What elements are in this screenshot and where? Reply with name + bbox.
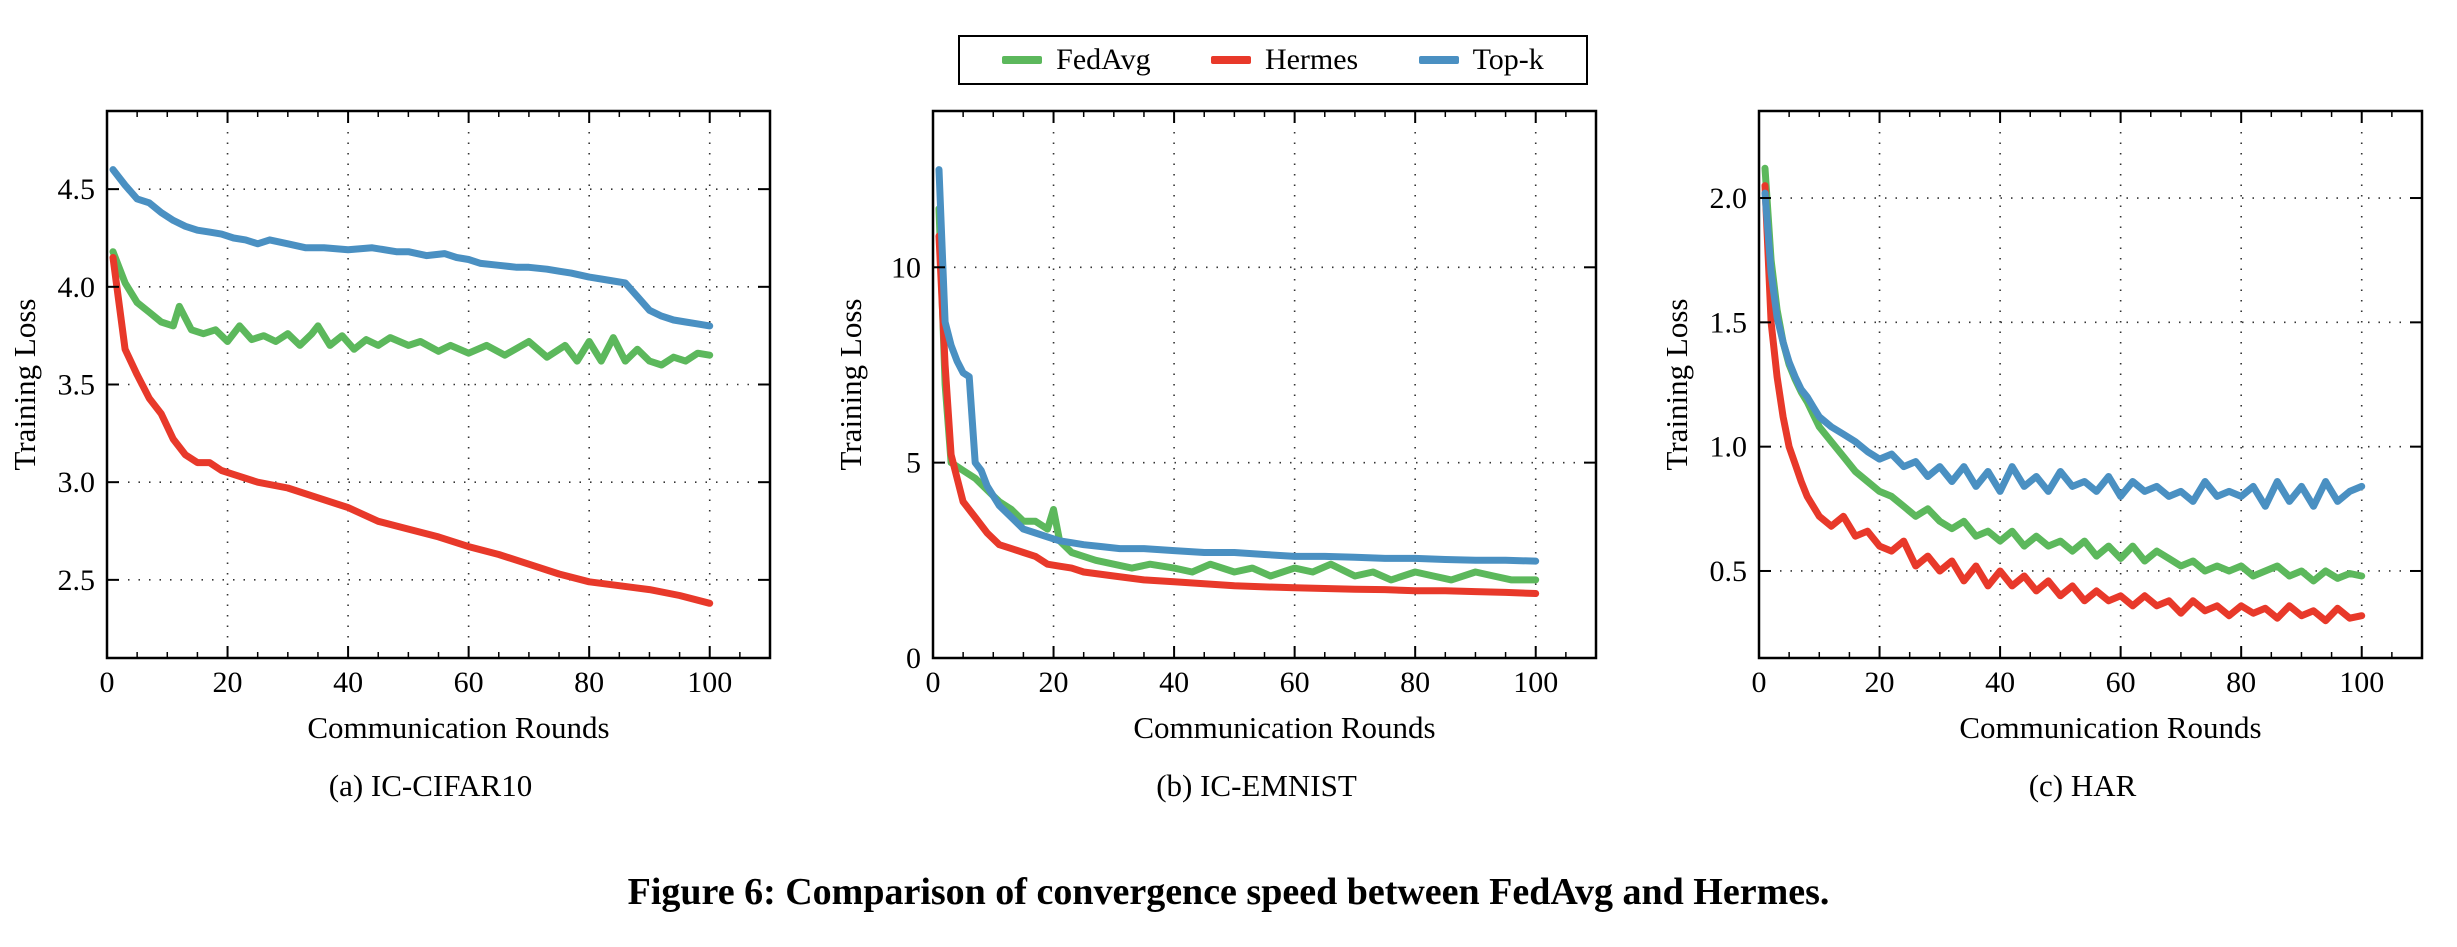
y-tick-label: 1.5 (1710, 306, 1748, 339)
legend-swatch-topk (1418, 56, 1459, 64)
series-line-hermes (935, 232, 1540, 597)
x-tick-label: 60 (1280, 666, 1310, 699)
y-axis-label: Training Loss (7, 299, 42, 471)
series-line-topk (935, 166, 1540, 565)
legend-entry-hermes: Hermes (1210, 43, 1359, 77)
y-axis-label: Training Loss (833, 299, 868, 471)
plot-frame (105, 109, 772, 660)
x-tick-label: 0 (1752, 666, 1767, 699)
legend-swatch-hermes (1210, 56, 1251, 64)
chart-panel-3: 0 20 40 60 80 100 0.5 1.0 1.5 2.0 Communication Ro… (1659, 109, 2424, 803)
x-tick-label: 100 (1513, 666, 1558, 699)
x-tick-label: 60 (2106, 666, 2136, 699)
legend-swatch-fedavg (1002, 56, 1043, 64)
y-tick-label: 2.0 (1710, 182, 1748, 215)
series-line-fedavg (935, 205, 1540, 584)
legend-label-hermes: Hermes (1264, 43, 1359, 76)
chart-subtitle: (c) HAR (2029, 768, 2137, 803)
y-tick-label: 4.0 (58, 271, 96, 304)
legend-label-fedavg: FedAvg (1056, 43, 1151, 76)
x-tick-label: 0 (100, 666, 115, 699)
series-line-topk (109, 166, 714, 330)
y-axis-label: Training Loss (1659, 299, 1694, 471)
series-line-topk (1761, 189, 2366, 510)
y-tick-label: 5 (906, 447, 921, 480)
y-tick-label: 0 (906, 642, 921, 675)
chart-subtitle: (b) IC-EMNIST (1156, 768, 1357, 803)
chart-panel-1: 0 20 40 60 80 100 2.5 3.0 3.5 4.0 4.5 Communication… (7, 109, 772, 803)
series-line-fedavg (109, 248, 714, 369)
series-line-hermes (109, 254, 714, 607)
x-tick-label: 40 (333, 666, 363, 699)
legend-label-topk: Top-k (1472, 43, 1544, 76)
x-axis-label: Communication Rounds (1133, 710, 1435, 745)
x-tick-label: 20 (1865, 666, 1895, 699)
x-tick-label: 80 (574, 666, 604, 699)
y-tick-label: 3.5 (58, 369, 96, 402)
x-tick-label: 20 (213, 666, 243, 699)
y-tick-label: 3.0 (58, 466, 96, 499)
x-axis-label: Communication Rounds (1959, 710, 2261, 745)
x-tick-label: 80 (2226, 666, 2256, 699)
y-tick-label: 4.5 (58, 173, 96, 206)
series-line-fedavg (1761, 164, 2366, 585)
y-tick-label: 0.5 (1710, 555, 1748, 588)
x-tick-label: 40 (1159, 666, 1189, 699)
y-tick-label: 2.5 (58, 564, 96, 597)
x-tick-label: 80 (1400, 666, 1430, 699)
legend-entry-topk: Top-k (1418, 43, 1544, 77)
legend: FedAvg Hermes Top-k (958, 35, 1588, 85)
legend-entry-fedavg: FedAvg (1002, 43, 1151, 77)
x-tick-label: 40 (1985, 666, 2015, 699)
x-tick-label: 100 (687, 666, 732, 699)
y-tick-label: 1.0 (1710, 431, 1748, 464)
x-tick-label: 60 (454, 666, 484, 699)
x-axis-label: Communication Rounds (307, 710, 609, 745)
x-tick-label: 0 (926, 666, 941, 699)
x-tick-label: 100 (2339, 666, 2384, 699)
series-line-hermes (1761, 182, 2366, 625)
chart-panel-2: 0 20 40 60 80 100 0 5 10 Communication Rounds Trai… (833, 109, 1598, 803)
y-tick-label: 10 (891, 251, 921, 284)
chart-subtitle: (a) IC-CIFAR10 (329, 768, 532, 803)
x-tick-label: 20 (1039, 666, 1069, 699)
figure-caption: Figure 6: Comparison of convergence spee… (627, 871, 1830, 913)
